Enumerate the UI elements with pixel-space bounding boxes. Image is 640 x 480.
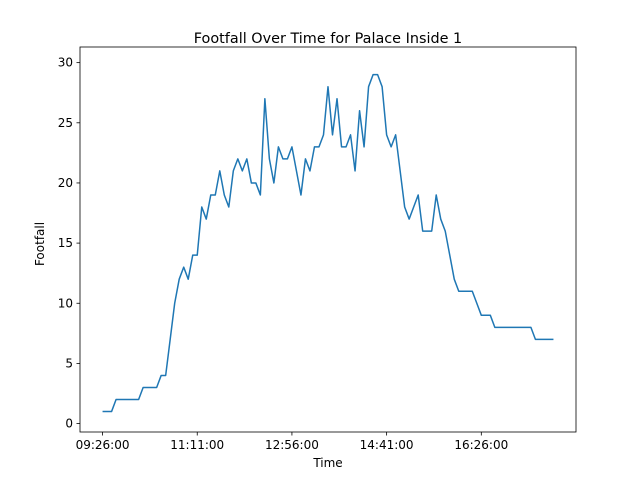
data-line (102, 73, 554, 413)
x-tick-label: 14:41:00 (360, 438, 414, 452)
y-tick-label: 20 (58, 176, 73, 190)
x-tick-label: 11:11:00 (170, 438, 224, 452)
chart-title: Footfall Over Time for Palace Inside 1 (194, 31, 462, 47)
x-tick-label: 09:26:00 (76, 438, 130, 452)
y-tick-label: 10 (58, 296, 73, 310)
x-tick-label: 12:56:00 (265, 438, 319, 452)
x-axis-label: Time (312, 456, 342, 470)
y-tick-label: 15 (58, 236, 73, 250)
y-tick-label: 5 (65, 356, 73, 370)
y-tick-label: 30 (58, 56, 73, 70)
y-tick-label: 0 (65, 417, 73, 431)
y-axis-label: Footfall (33, 222, 47, 266)
y-tick-label: 25 (58, 116, 73, 130)
plot-frame (79, 46, 577, 433)
x-tick-label: 16:26:00 (454, 438, 508, 452)
